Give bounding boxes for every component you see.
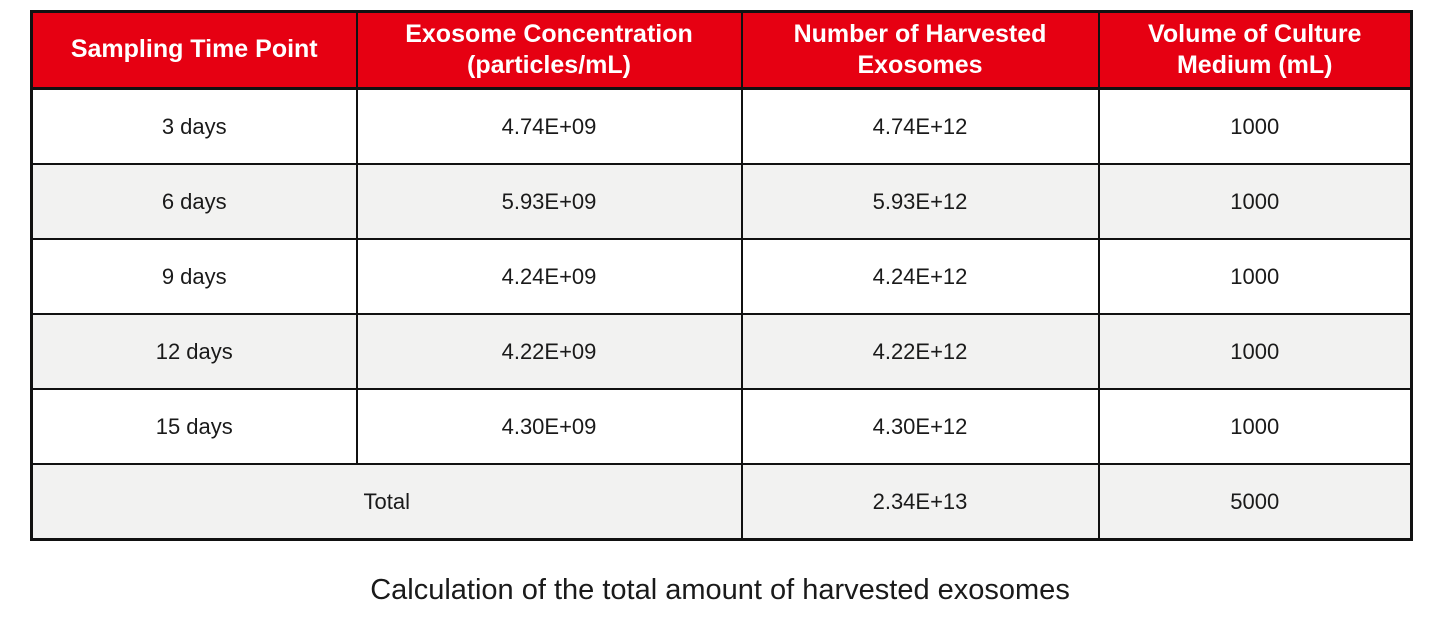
cell-time-point: 3 days [30, 87, 358, 165]
cell-concentration: 4.24E+09 [355, 238, 743, 315]
table-row-3-days: 3 days 4.74E+09 4.74E+12 1000 [30, 87, 1413, 165]
cell-harvested: 4.22E+12 [740, 313, 1100, 390]
cell-concentration: 4.22E+09 [355, 313, 743, 390]
table-row-6-days: 6 days 5.93E+09 5.93E+12 1000 [30, 163, 1413, 240]
cell-harvested: 4.74E+12 [740, 87, 1100, 165]
col-header-line: Medium (mL) [1176, 51, 1333, 79]
cell-volume: 1000 [1097, 388, 1413, 465]
table-row-9-days: 9 days 4.24E+09 4.24E+12 1000 [30, 238, 1413, 315]
col-header-volume-medium: Volume of Culture Medium (mL) [1097, 10, 1413, 90]
cell-harvested: 4.24E+12 [740, 238, 1100, 315]
col-header-exosome-concentration: Exosome Concentration (particles/mL) [355, 10, 743, 90]
col-header-sampling-time-point: Sampling Time Point [30, 10, 358, 90]
table-caption: Calculation of the total amount of harve… [370, 574, 1070, 606]
table-row-total: Total 2.34E+13 5000 [30, 463, 1413, 541]
cell-time-point: 9 days [30, 238, 358, 315]
cell-concentration: 5.93E+09 [355, 163, 743, 240]
col-header-line: (particles/mL) [467, 51, 631, 79]
table-row-15-days: 15 days 4.30E+09 4.30E+12 1000 [30, 388, 1413, 465]
cell-volume: 1000 [1097, 87, 1413, 165]
col-header-line: Exosomes [857, 51, 983, 79]
cell-volume: 1000 [1097, 238, 1413, 315]
cell-harvested: 4.30E+12 [740, 388, 1100, 465]
cell-total-label: Total [30, 463, 743, 541]
col-header-line: Exosome Concentration [405, 19, 693, 48]
cell-total-harvested: 2.34E+13 [740, 463, 1100, 541]
cell-time-point: 6 days [30, 163, 358, 240]
exosome-harvest-table-wrap: Sampling Time Point Exosome Concentratio… [30, 10, 1413, 541]
cell-harvested: 5.93E+12 [740, 163, 1100, 240]
cell-time-point: 12 days [30, 313, 358, 390]
cell-concentration: 4.74E+09 [355, 87, 743, 165]
cell-total-volume: 5000 [1097, 463, 1413, 541]
cell-concentration: 4.30E+09 [355, 388, 743, 465]
table-header-row: Sampling Time Point Exosome Concentratio… [30, 10, 1413, 90]
cell-time-point: 15 days [30, 388, 358, 465]
col-header-line: Volume of Culture [1148, 19, 1362, 48]
col-header-line: Number of Harvested [793, 19, 1047, 48]
cell-volume: 1000 [1097, 313, 1413, 390]
col-header-number-harvested: Number of Harvested Exosomes [740, 10, 1100, 90]
exosome-harvest-table: Sampling Time Point Exosome Concentratio… [30, 10, 1413, 541]
table-row-12-days: 12 days 4.22E+09 4.22E+12 1000 [30, 313, 1413, 390]
col-header-line: Sampling Time Point [70, 35, 318, 64]
cell-volume: 1000 [1097, 163, 1413, 240]
